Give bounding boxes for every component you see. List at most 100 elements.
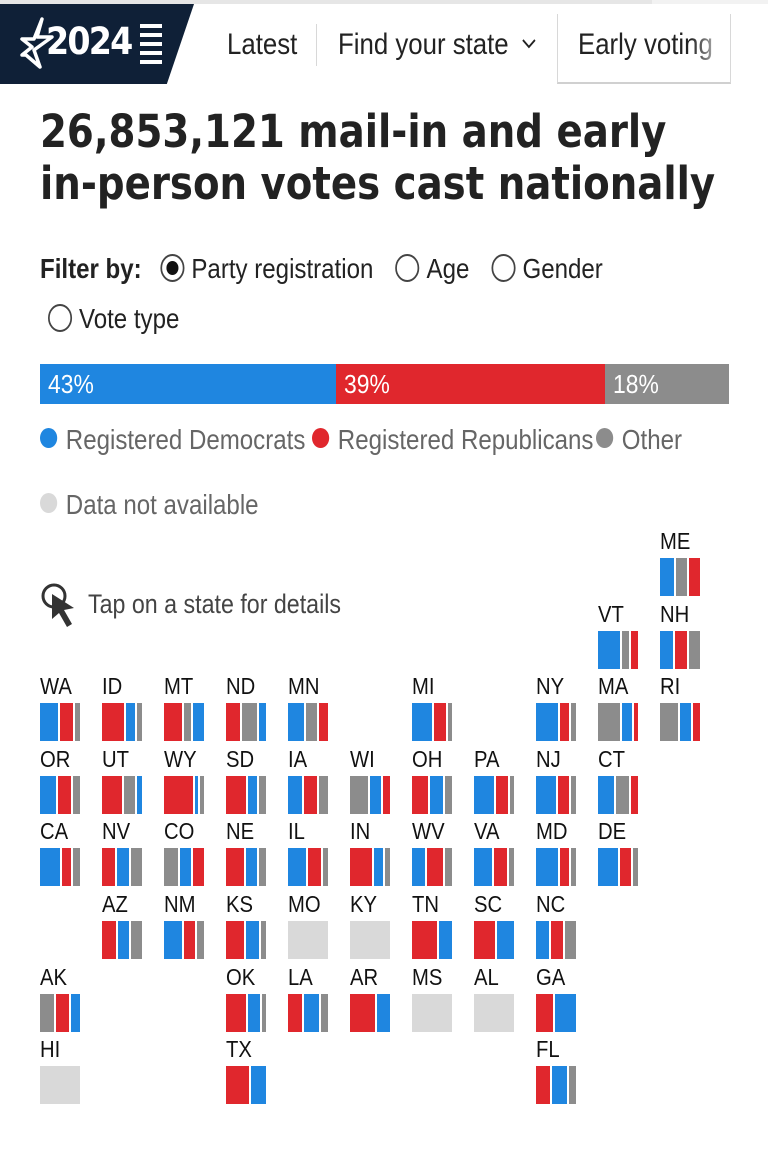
state-tile-ak[interactable]: AK: [40, 964, 84, 1032]
state-tile-de[interactable]: DE: [598, 818, 642, 887]
state-bar-other: [565, 921, 576, 959]
state-tile-wv[interactable]: WV: [412, 818, 456, 887]
state-tile-ct[interactable]: CT: [598, 745, 642, 814]
state-party-bars: [660, 703, 700, 742]
state-party-bars: [536, 1066, 576, 1105]
state-tile-nc[interactable]: NC: [536, 891, 580, 959]
state-abbr: MO: [288, 891, 321, 917]
state-tile-co[interactable]: CO: [164, 818, 208, 887]
state-tile-mi[interactable]: MI: [412, 673, 456, 742]
state-bar-other: [570, 848, 576, 887]
state-party-bars: [412, 703, 452, 742]
state-tile-oh[interactable]: OH: [412, 746, 456, 814]
state-tile-la[interactable]: LA: [288, 963, 332, 1032]
state-bar-other: [164, 848, 179, 887]
state-tile-va[interactable]: VA: [474, 818, 518, 887]
state-party-bars: [350, 993, 390, 1032]
legend-label: Data not available: [65, 489, 259, 520]
state-bar-other: [260, 921, 266, 959]
state-tile-wy[interactable]: WY: [164, 746, 208, 814]
state-tile-nm[interactable]: NM: [164, 891, 208, 959]
state-bar-rep: [350, 848, 372, 887]
state-abbr: GA: [536, 963, 566, 990]
state-tile-ia[interactable]: IA: [288, 746, 332, 814]
state-bar-rep: [226, 921, 244, 959]
legend-not-available: Data not available: [40, 489, 259, 521]
state-tile-tx[interactable]: TX: [226, 1036, 270, 1105]
state-tile-az[interactable]: AZ: [102, 891, 146, 959]
state-tile-me[interactable]: ME: [660, 528, 704, 596]
state-bar-dem: [660, 558, 675, 596]
state-tile-ca[interactable]: CA: [40, 818, 84, 887]
state-tile-wi[interactable]: WI: [350, 746, 394, 814]
nav-early-voting[interactable]: Early voting: [557, 14, 731, 84]
filter-option-age[interactable]: Age: [395, 253, 469, 285]
state-abbr: LA: [288, 963, 313, 990]
state-tile-ok[interactable]: OK: [226, 963, 270, 1032]
state-tile-ri[interactable]: RI: [660, 673, 704, 742]
state-tile-wa[interactable]: WA: [40, 673, 84, 742]
state-tile-ne[interactable]: NE: [226, 818, 270, 887]
state-tile-ut[interactable]: UT: [102, 746, 146, 814]
state-tile-tn[interactable]: TN: [412, 891, 456, 959]
state-bar-dem: [164, 921, 182, 959]
state-bar-dem: [246, 848, 257, 887]
legend-democrats: Registered Democrats: [40, 424, 305, 456]
state-tile-ga[interactable]: GA: [536, 963, 580, 1032]
state-party-bars: [598, 848, 638, 887]
state-tile-mn[interactable]: MN: [288, 673, 332, 742]
state-tile-id[interactable]: ID: [102, 673, 146, 742]
nav-find-your-state[interactable]: Find your state: [338, 14, 536, 76]
state-bar-rep: [692, 703, 700, 742]
state-tile-mo[interactable]: MO: [288, 891, 332, 959]
filter-option-gender[interactable]: Gender: [491, 253, 603, 285]
state-bar-other: [660, 703, 678, 742]
state-party-bars: [598, 703, 638, 742]
state-tile-ky[interactable]: KY: [350, 891, 394, 959]
state-tile-sd[interactable]: SD: [226, 746, 270, 814]
state-tile-sc[interactable]: SC: [474, 891, 518, 959]
state-tile-or[interactable]: OR: [40, 745, 84, 814]
logo-year: 2024: [46, 20, 133, 63]
state-tile-ny[interactable]: NY: [536, 673, 580, 742]
state-tile-md[interactable]: MD: [536, 818, 580, 887]
state-tile-fl[interactable]: FL: [536, 1036, 580, 1105]
state-bar-rep: [689, 558, 700, 596]
state-tile-nj[interactable]: NJ: [536, 746, 580, 814]
state-abbr: CT: [598, 745, 625, 772]
state-tile-ar[interactable]: AR: [350, 964, 394, 1032]
state-bar-dem: [660, 630, 673, 669]
state-tile-ks[interactable]: KS: [226, 891, 270, 959]
state-bar-rep: [536, 1066, 551, 1105]
state-abbr: OR: [40, 745, 71, 772]
filter-option-party[interactable]: Party registration: [160, 253, 373, 285]
state-abbr: AL: [474, 963, 499, 990]
state-tile-vt[interactable]: VT: [598, 601, 642, 669]
state-abbr: MN: [288, 673, 320, 700]
state-tile-il[interactable]: IL: [288, 818, 332, 887]
state-party-bars: [226, 775, 266, 814]
state-bar-dem: [136, 775, 142, 814]
state-tile-nv[interactable]: NV: [102, 818, 146, 887]
state-tile-mt[interactable]: MT: [164, 673, 208, 742]
state-bar-rep: [674, 630, 688, 669]
state-bar-rep: [60, 703, 73, 742]
nav-latest[interactable]: Latest: [227, 28, 298, 61]
state-tile-al[interactable]: AL: [474, 963, 518, 1032]
state-bar-rep: [318, 703, 328, 742]
state-tile-nh[interactable]: NH: [660, 601, 704, 669]
state-tile-nd[interactable]: ND: [226, 673, 270, 742]
state-tile-hi[interactable]: HI: [40, 1036, 84, 1105]
state-tile-ms[interactable]: MS: [412, 964, 456, 1032]
state-abbr: KY: [350, 891, 378, 917]
state-abbr: PA: [474, 745, 500, 772]
state-bar-other: [570, 775, 576, 814]
filter-option-vote-type[interactable]: Vote type: [48, 303, 179, 335]
site-logo[interactable]: 2024: [0, 4, 194, 84]
state-tile-in[interactable]: IN: [350, 818, 394, 887]
state-party-bars: [536, 848, 576, 887]
state-abbr: OK: [226, 963, 256, 990]
state-tile-pa[interactable]: PA: [474, 745, 518, 814]
state-tile-ma[interactable]: MA: [598, 673, 642, 742]
state-party-bars: [102, 921, 142, 959]
